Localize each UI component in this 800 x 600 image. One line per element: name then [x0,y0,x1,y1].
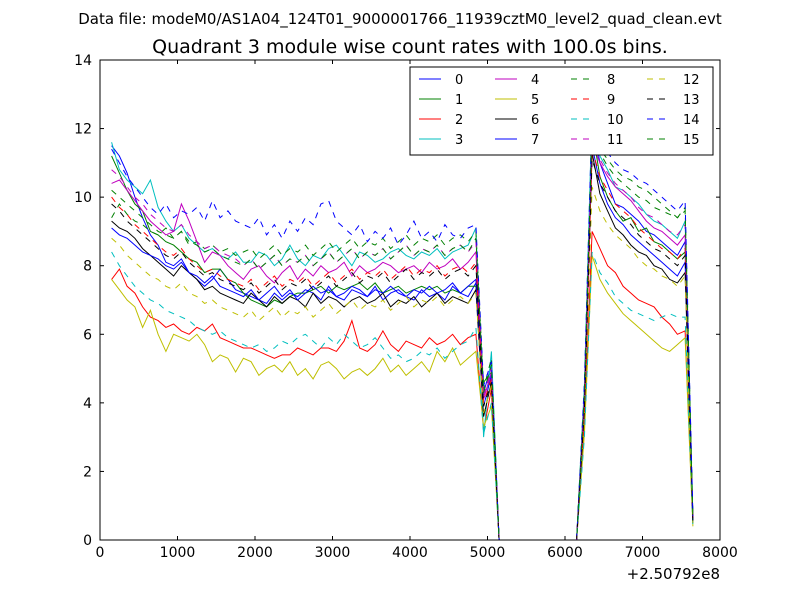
legend-label-11: 11 [607,133,624,148]
x-tick-label: 6000 [547,545,583,561]
legend-label-5: 5 [531,93,539,108]
y-tick-label: 2 [83,464,92,480]
legend-label-1: 1 [455,93,463,108]
series-line-5 [111,255,694,540]
x-tick-label: 2000 [237,545,273,561]
y-tick-label: 4 [83,396,92,412]
legend-label-15: 15 [683,133,700,148]
axis-ticks: 0 1000 2000 3000 4000 5000 6000 7000 80000246810… [74,53,738,561]
series-line-10 [111,251,694,540]
legend-label-13: 13 [683,93,700,108]
x-tick-label: 5000 [470,545,506,561]
series-line-6 [111,152,694,540]
chart-title: Quadrant 3 module wise count rates with … [152,36,668,58]
series-line-12 [111,186,694,540]
y-tick-label: 0 [83,533,92,549]
x-tick-label: 8000 [702,545,738,561]
x-tick-label: 4000 [392,545,428,561]
legend-label-7: 7 [531,133,539,148]
series-line-15 [111,128,694,540]
figure-suptitle: Data file: modeM0/AS1A04_124T01_90000017… [78,10,722,29]
legend-label-6: 6 [531,113,539,128]
y-tick-label: 8 [83,259,92,275]
legend-box [409,66,714,156]
legend-label-2: 2 [455,113,463,128]
series-line-2 [111,231,694,540]
y-tick-label: 12 [74,122,92,138]
y-tick-label: 14 [74,53,92,69]
x-tick-label: 3000 [315,545,351,561]
series-line-9 [111,148,694,540]
legend-label-0: 0 [455,73,463,88]
legend-label-3: 3 [455,133,463,148]
x-tick-label: 1000 [160,545,196,561]
y-tick-label: 6 [83,327,92,343]
series-line-11 [111,135,694,540]
series-line-14 [111,111,694,540]
legend-label-14: 14 [683,113,700,128]
legend-label-8: 8 [607,73,615,88]
x-tick-label: 0 [96,545,105,561]
legend-label-9: 9 [607,93,615,108]
legend-label-10: 10 [607,113,624,128]
x-tick-label: 7000 [625,545,661,561]
legend-label-4: 4 [531,73,539,88]
y-tick-label: 10 [74,190,92,206]
legend-label-12: 12 [683,73,700,88]
x-offset-label: +2.50792e8 [627,565,720,583]
